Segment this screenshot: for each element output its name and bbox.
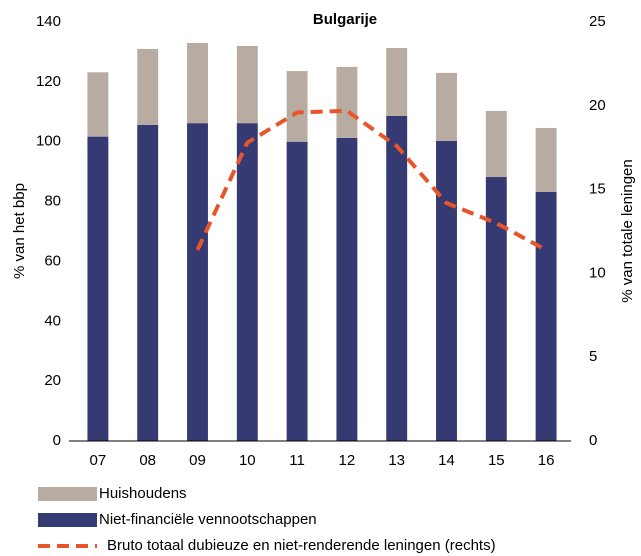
bar-segment: [386, 48, 408, 116]
x-tick-label: 08: [139, 452, 156, 469]
y-axis-label: % van het bbp: [11, 183, 28, 279]
bar-segment: [436, 72, 457, 141]
bar-segment: [485, 110, 507, 178]
bar-segment: [87, 72, 109, 137]
x-tick-label: 07: [90, 452, 107, 469]
legend-label: Bruto totaal dubieuze en niet-renderende…: [107, 537, 496, 554]
bar-segment: [137, 124, 159, 441]
y2-axis-label: % van totale leningen: [619, 159, 636, 302]
bar-segment: [286, 141, 308, 441]
bar-segment: [336, 137, 358, 441]
y-tick-label: 80: [44, 193, 61, 210]
bar-segment: [236, 123, 258, 441]
bar-segment: [187, 42, 208, 124]
chart-title: Bulgarije: [313, 11, 377, 28]
x-tick-label: 10: [239, 452, 256, 469]
y2-tick-label: 5: [589, 348, 597, 365]
y2-tick-label: 0: [589, 432, 597, 449]
y-tick-label: 120: [36, 73, 61, 90]
bar-segment: [236, 45, 258, 124]
bar-segment: [535, 191, 557, 441]
bar-segment: [87, 136, 109, 441]
x-tick-label: 12: [339, 452, 356, 469]
bar-segment: [286, 71, 308, 142]
bar-segment: [436, 140, 457, 442]
legend-swatch: [38, 487, 97, 501]
x-tick-label: 15: [488, 452, 505, 469]
y-tick-label: 40: [44, 312, 61, 329]
x-tick-label: 09: [189, 452, 206, 469]
bar-segment: [336, 66, 358, 138]
bar-segment: [386, 115, 408, 442]
bar-segment: [137, 48, 159, 125]
y-tick-label: 140: [36, 13, 61, 30]
x-tick-label: 11: [289, 452, 305, 469]
x-tick-label: 13: [388, 452, 405, 469]
y-tick-label: 100: [36, 133, 61, 150]
bar-segment: [535, 127, 557, 192]
y2-tick-label: 20: [589, 97, 606, 114]
x-tick-label: 16: [538, 452, 555, 469]
bar-segment: [485, 177, 507, 441]
x-tick-label: 14: [438, 452, 455, 469]
y-tick-label: 60: [44, 252, 61, 269]
y-tick-label: 20: [44, 372, 61, 389]
y2-tick-label: 10: [589, 264, 606, 281]
legend-label: Niet-financiële vennootschappen: [99, 511, 317, 528]
bar-segment: [187, 123, 208, 441]
y-tick-label: 0: [53, 432, 61, 449]
y2-tick-label: 15: [589, 181, 606, 198]
legend-swatch: [38, 513, 97, 527]
legend-label: Huishoudens: [99, 485, 187, 502]
y2-tick-label: 25: [589, 13, 606, 30]
line-series: [195, 108, 548, 252]
